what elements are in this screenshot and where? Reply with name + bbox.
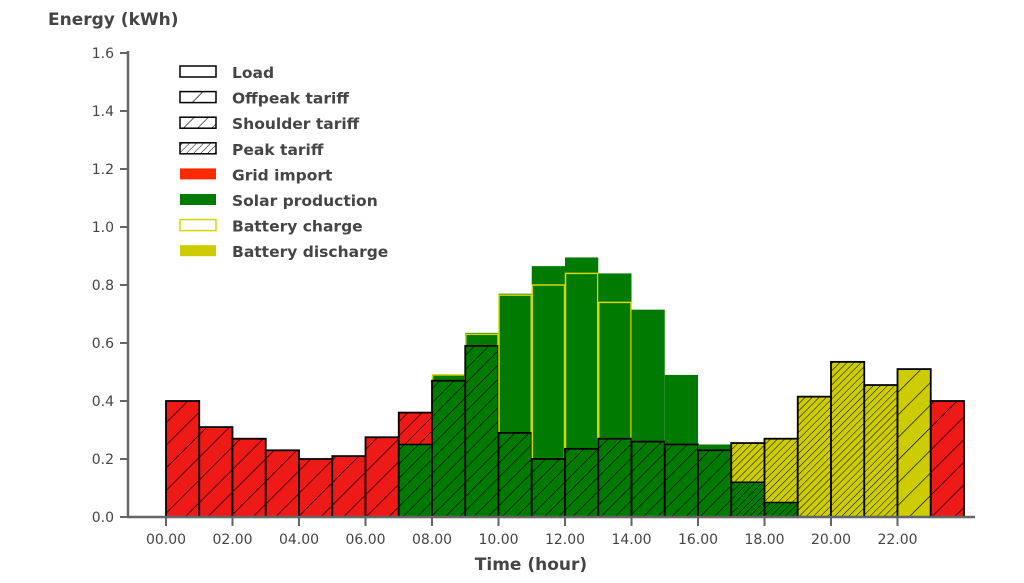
y-ticks: 0.0 0.2 0.4 0.6 0.8 1.0 1.2 1.4 1.6 <box>92 46 128 526</box>
y-tick-label: 1.6 <box>92 46 114 62</box>
x-tick-label: 14.00 <box>611 532 651 548</box>
load-bar-peak <box>796 395 832 518</box>
y-tick-label: 0.0 <box>92 510 114 526</box>
legend-label: Grid import <box>232 166 333 184</box>
legend-swatch <box>180 168 216 180</box>
load-bar-offpeak <box>165 400 201 518</box>
load-bar-shoulder <box>697 449 733 518</box>
legend-swatch <box>179 116 217 129</box>
load-bar-offpeak <box>298 458 334 518</box>
load-bar-offpeak <box>929 400 965 518</box>
legend-swatch <box>179 142 217 155</box>
y-tick-label: 0.6 <box>92 336 114 352</box>
load-bar-shoulder <box>397 411 433 518</box>
y-tick-label: 0.4 <box>92 394 114 410</box>
x-tick-label: 16.00 <box>678 532 718 548</box>
legend-label: Load <box>232 64 274 82</box>
legend-label: Solar production <box>232 192 378 210</box>
y-tick-label: 1.4 <box>92 104 114 120</box>
y-tick-label: 0.8 <box>92 278 114 294</box>
x-tick-label: 12.00 <box>545 532 585 548</box>
x-axis-label: Time (hour) <box>475 555 587 575</box>
y-tick-label: 1.0 <box>92 220 114 236</box>
load-bar-offpeak <box>364 436 400 518</box>
load-bar-shoulder <box>431 379 467 518</box>
load-bar-shoulder <box>597 437 633 518</box>
legend-swatch <box>179 65 217 78</box>
x-tick-label: 02.00 <box>212 532 252 548</box>
x-tick-label: 04.00 <box>279 532 319 548</box>
load-bar-peak <box>863 384 899 518</box>
legend-swatch <box>180 194 216 205</box>
y-tick-label: 0.2 <box>92 452 114 468</box>
load-bar-shoulder <box>564 447 600 518</box>
load-bar-shoulder <box>497 431 533 518</box>
load-bar-peak <box>830 360 866 518</box>
x-tick-label: 20.00 <box>811 532 851 548</box>
load-bar-shoulder <box>530 458 566 518</box>
load-bar-offpeak <box>264 449 300 518</box>
x-tick-label: 18.00 <box>744 532 784 548</box>
y-axis-label: Energy (kWh) <box>48 10 179 30</box>
load-bar-offpeak <box>331 455 367 518</box>
y-tick-label: 1.2 <box>92 162 114 178</box>
legend-swatch <box>180 245 216 257</box>
load-bar-peak <box>763 437 799 518</box>
x-tick-label: 08.00 <box>412 532 452 548</box>
x-tick-label: 10.00 <box>478 532 518 548</box>
legend: Load Offpeak tariff Shoulder tariff Peak ta… <box>179 64 388 261</box>
load-bar-offpeak <box>896 368 932 518</box>
x-tick-label: 00.00 <box>146 532 186 548</box>
legend-label: Battery charge <box>232 218 363 236</box>
legend-label: Peak tariff <box>232 141 324 159</box>
x-tick-label: 06.00 <box>345 532 385 548</box>
legend-label: Battery discharge <box>232 243 388 261</box>
legend-swatch <box>179 218 217 232</box>
load-bar-shoulder <box>630 440 666 518</box>
legend-swatch <box>179 90 217 104</box>
load-bar-peak <box>730 442 766 518</box>
legend-label: Shoulder tariff <box>232 115 360 133</box>
load-bar-offpeak <box>198 426 234 518</box>
x-ticks: 00.00 02.00 04.00 06.00 08.00 10.00 12.00 14.00… <box>146 517 918 548</box>
load-bar-shoulder <box>464 344 500 518</box>
load-bar-shoulder <box>663 443 699 518</box>
bars-layer <box>165 257 965 518</box>
load-bar-offpeak <box>231 437 267 518</box>
legend-label: Offpeak tariff <box>232 90 349 108</box>
x-tick-label: 22.00 <box>877 532 917 548</box>
